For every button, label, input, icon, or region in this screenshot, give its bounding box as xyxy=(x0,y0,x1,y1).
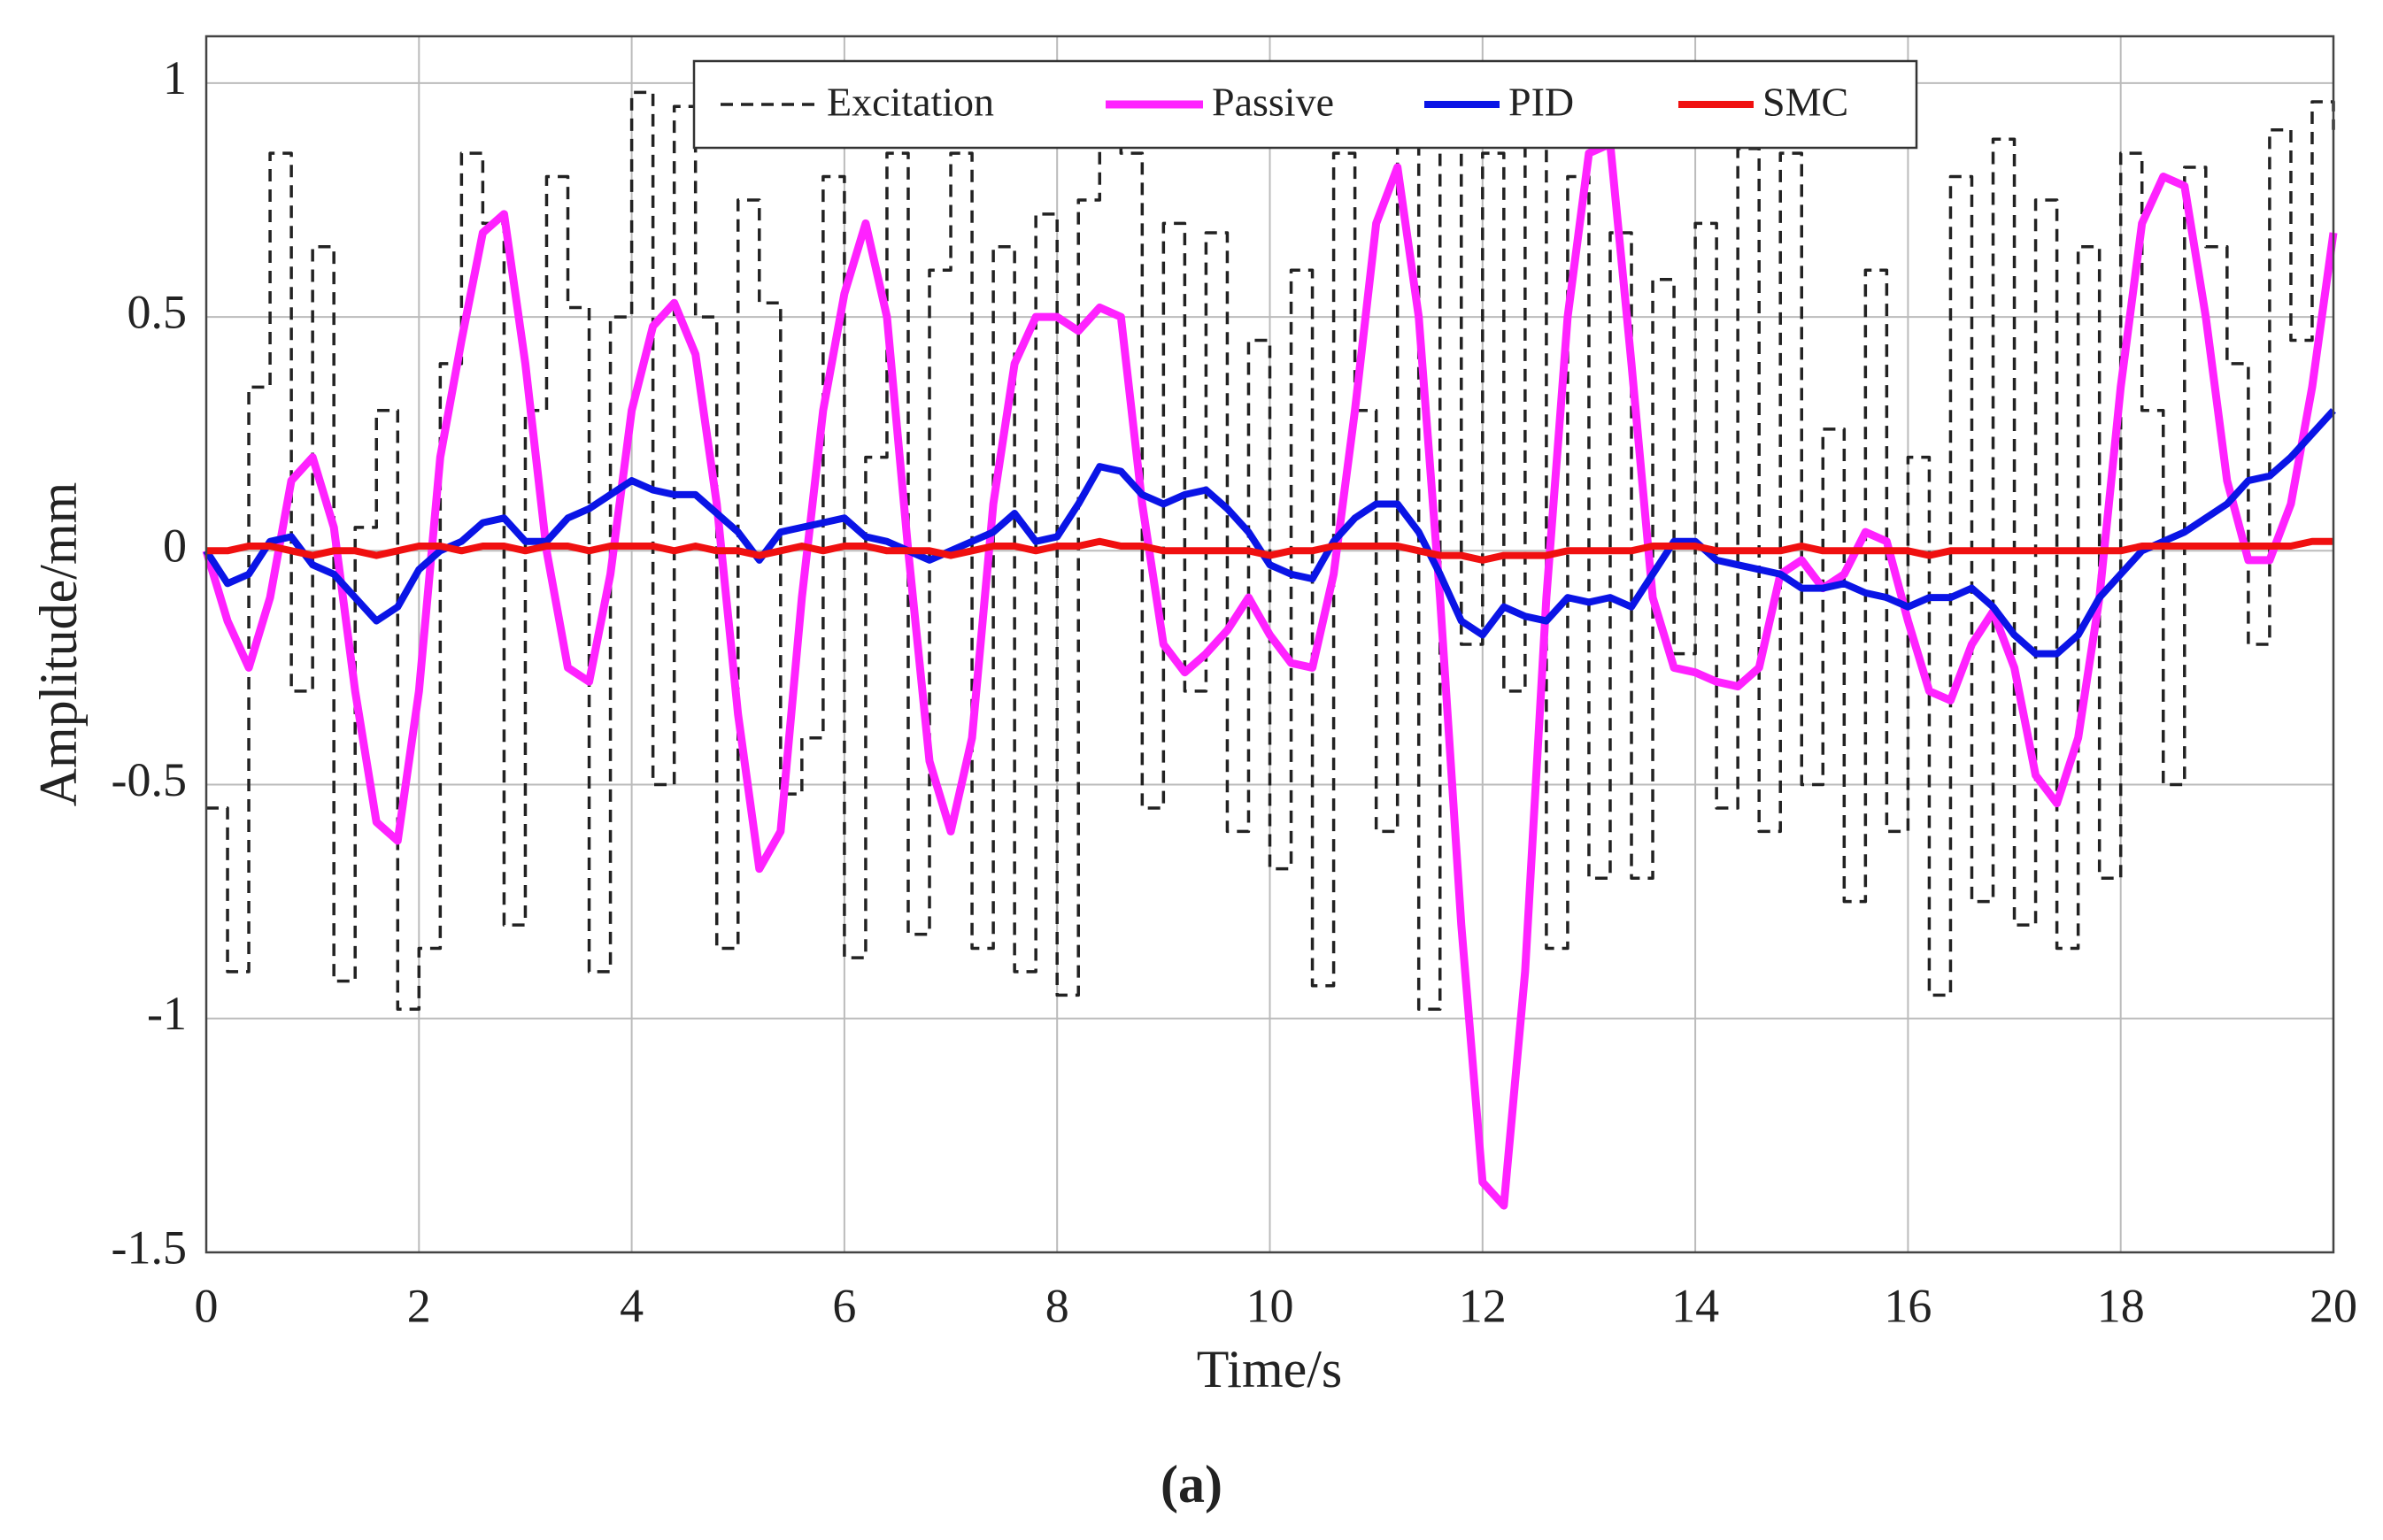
legend-label: PID xyxy=(1508,80,1574,125)
plot-frame xyxy=(204,35,2335,1254)
y-tick-label: -0.5 xyxy=(112,753,187,806)
series-line xyxy=(202,140,2338,1210)
y-tick-label: -1.5 xyxy=(112,1220,187,1274)
y-tick-label: 0 xyxy=(163,520,187,573)
x-tick-label: 12 xyxy=(1459,1279,1507,1332)
caption: (a) xyxy=(1161,1455,1222,1513)
x-axis-label: Time/s xyxy=(1197,1340,1343,1398)
series-line xyxy=(206,90,2335,1011)
y-axis-label: Amplitude/mm xyxy=(29,482,88,807)
y-tick-label: -1 xyxy=(147,987,187,1040)
x-tick-label: 14 xyxy=(1671,1279,1719,1332)
x-tick-label: 6 xyxy=(832,1279,856,1332)
x-tick-label: 2 xyxy=(407,1279,431,1332)
legend: Excitation Passive PID SMC xyxy=(692,59,1918,150)
legend-label: Excitation xyxy=(827,80,994,125)
series-line xyxy=(206,537,2333,564)
legend-label: Passive xyxy=(1212,80,1334,125)
x-tick-label: 20 xyxy=(2310,1279,2357,1332)
y-tick-label: 1 xyxy=(163,51,187,104)
x-tick-label: 16 xyxy=(1884,1279,1932,1332)
series-line xyxy=(203,408,2336,658)
x-tick-label: 8 xyxy=(1045,1279,1069,1332)
y-tick-label: 0.5 xyxy=(127,285,188,338)
x-tick-label: 4 xyxy=(620,1279,644,1332)
x-tick-label: 10 xyxy=(1246,1279,1294,1332)
legend-label: SMC xyxy=(1762,80,1848,125)
x-tick-label: 18 xyxy=(2097,1279,2145,1332)
x-tick-label: 0 xyxy=(195,1279,219,1332)
